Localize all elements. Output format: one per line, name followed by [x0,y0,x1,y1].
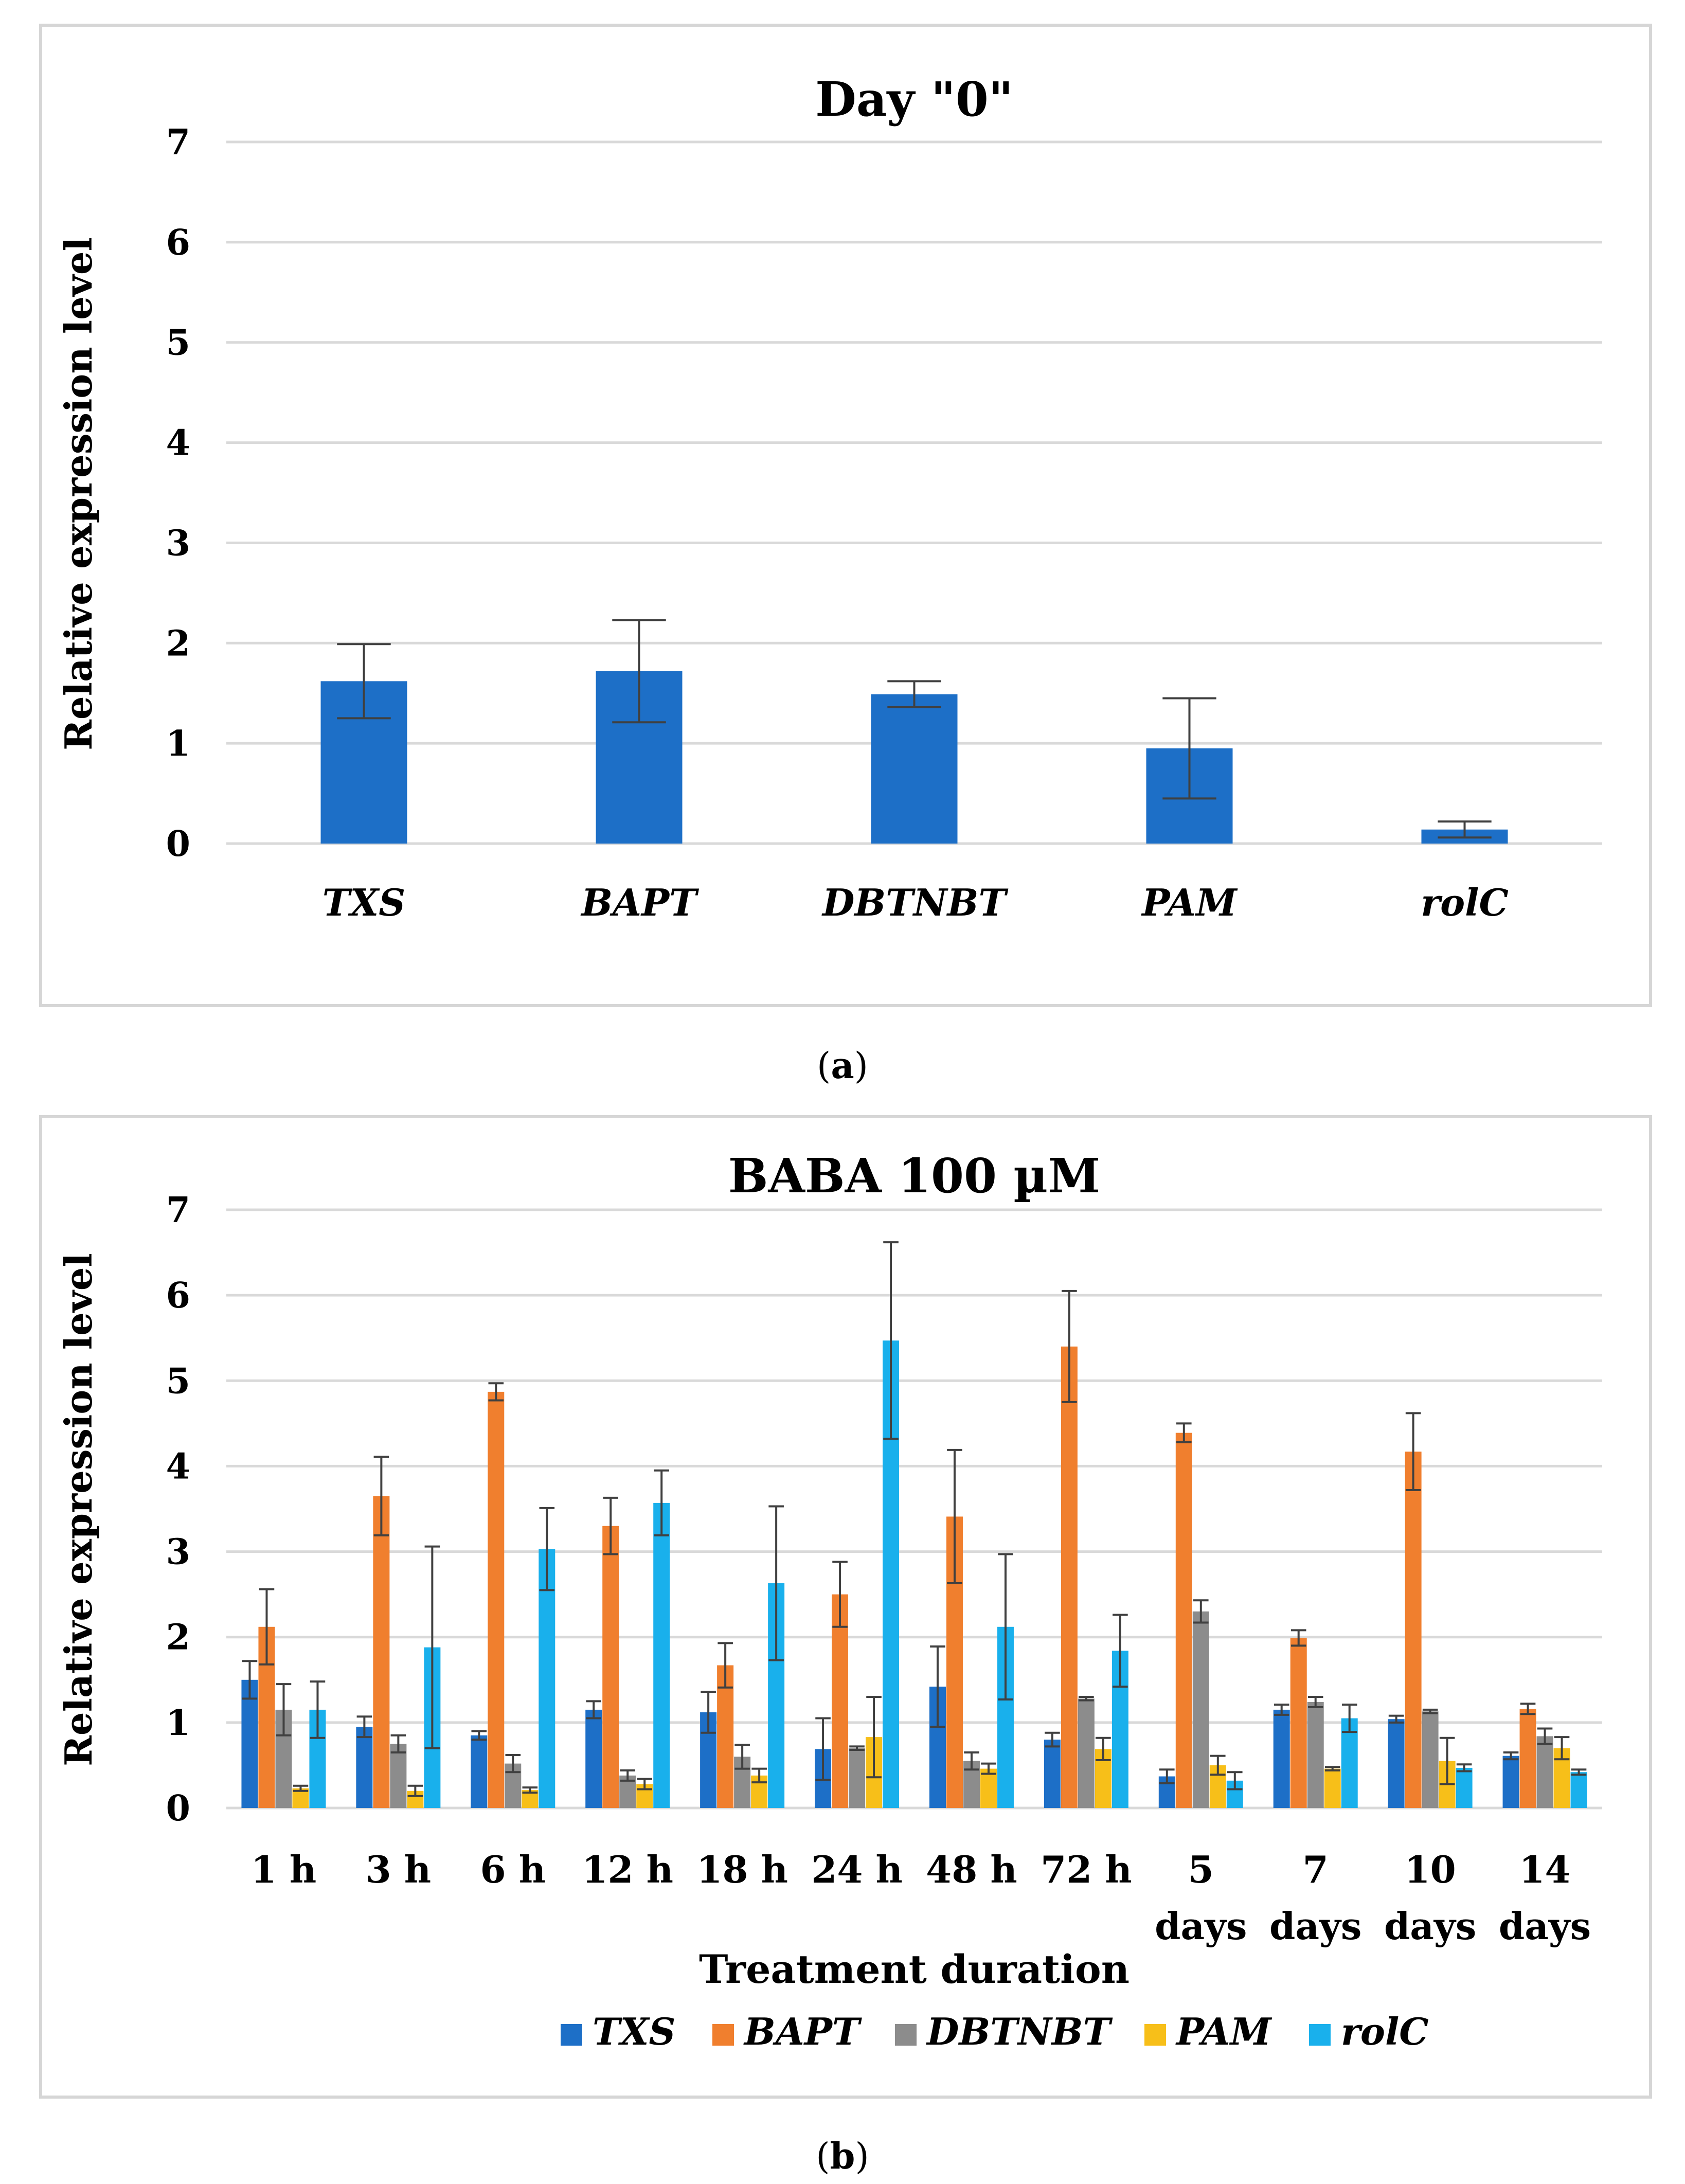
bar-dbtnbt [1078,1698,1095,1808]
y-tick-label: 6 [166,1275,190,1316]
bar-dbtnbt [1536,1736,1553,1808]
y-tick-label: 0 [166,824,190,865]
x-tick-label: 3 h [366,1848,432,1891]
bar-txs [356,1727,373,1808]
x-tick-label: 14 [1519,1848,1570,1891]
y-tick-label: 2 [166,623,190,664]
y-axis-label: Relative expression level [57,1253,100,1766]
y-tick-label: 4 [166,423,190,464]
caption-a: (a) [817,1044,868,1087]
y-tick-label: 2 [166,1617,190,1658]
bar-rolc [653,1502,670,1808]
bar-txs [241,1679,258,1808]
y-tick-label: 1 [166,1703,190,1744]
chart-title: BABA 100 µM [728,1148,1101,1204]
x-tick-label: days [1384,1904,1476,1948]
y-tick-label: 1 [166,723,190,764]
legend-swatch [895,2024,917,2046]
x-tick-label: 10 [1405,1848,1456,1891]
x-tick-label: TXS [322,881,405,924]
x-tick-label: 6 h [480,1848,546,1891]
bar-value [871,694,958,844]
y-tick-label: 3 [166,523,190,564]
y-tick-label: 0 [166,1788,190,1829]
legend-label: DBTNBT [926,2010,1113,2053]
legend-swatch [561,2024,582,2046]
bar-pam [1324,1768,1341,1808]
x-tick-label: DBTNBT [821,881,1009,924]
y-tick-label: 5 [166,1360,190,1402]
legend-label: TXS [593,2010,675,2053]
x-tick-label: BAPT [580,881,699,924]
legend-label: PAM [1175,2010,1272,2053]
bar-txs [1044,1740,1061,1808]
legend-swatch [1144,2024,1166,2046]
x-tick-label: 1 h [251,1848,317,1891]
bar-bapt [1405,1452,1422,1808]
y-axis-label: Relative expression level [57,237,100,750]
x-tick-label: 12 h [582,1848,673,1891]
x-tick-label: rolC [1421,881,1509,924]
bar-bapt [1061,1346,1078,1808]
bar-dbtnbt [390,1744,407,1808]
bar-rolc [1570,1772,1587,1808]
bar-bapt [602,1526,619,1808]
x-tick-label: 7 [1303,1848,1329,1891]
x-tick-label: 18 h [696,1848,788,1891]
bar-dbtnbt [1192,1611,1209,1808]
x-axis-label: Treatment duration [699,1946,1130,1992]
chart-title: Day "0" [815,71,1013,127]
x-tick-label: 72 h [1041,1848,1132,1891]
legend-swatch [712,2024,734,2046]
bar-dbtnbt [849,1748,866,1808]
caption-b: (b) [816,2135,869,2177]
bar-rolc [1341,1718,1358,1808]
x-tick-label: days [1499,1904,1591,1948]
legend-label: rolC [1341,2010,1429,2053]
y-tick-label: 7 [166,122,190,163]
legend-swatch [1309,2024,1331,2046]
bar-dbtnbt [1422,1711,1439,1808]
y-tick-label: 5 [166,323,190,364]
y-tick-label: 4 [166,1446,190,1487]
bar-bapt [488,1391,505,1808]
y-tick-label: 6 [166,222,190,263]
bar-bapt [717,1665,734,1808]
legend-label: BAPT [743,2010,862,2053]
x-tick-label: 48 h [926,1848,1017,1891]
y-tick-label: 7 [166,1190,190,1231]
x-tick-label: 24 h [811,1848,903,1891]
bar-bapt [1290,1638,1307,1808]
bar-bapt [1175,1433,1192,1808]
x-tick-label: 5 [1188,1848,1214,1891]
x-tick-label: days [1269,1904,1361,1948]
bar-rolc [1456,1767,1473,1808]
bar-bapt [1519,1709,1536,1808]
bar-txs [471,1735,488,1808]
bar-pam [980,1768,997,1808]
bar-rolc [539,1549,555,1808]
bar-txs [585,1709,602,1808]
x-tick-label: days [1155,1904,1247,1948]
bar-txs [1502,1756,1519,1808]
bar-txs [1273,1709,1290,1808]
bar-dbtnbt [1307,1702,1324,1808]
y-tick-label: 3 [166,1532,190,1573]
x-tick-label: PAM [1141,881,1238,924]
bar-bapt [373,1496,390,1808]
bar-bapt [832,1594,849,1808]
bar-txs [1388,1719,1405,1808]
